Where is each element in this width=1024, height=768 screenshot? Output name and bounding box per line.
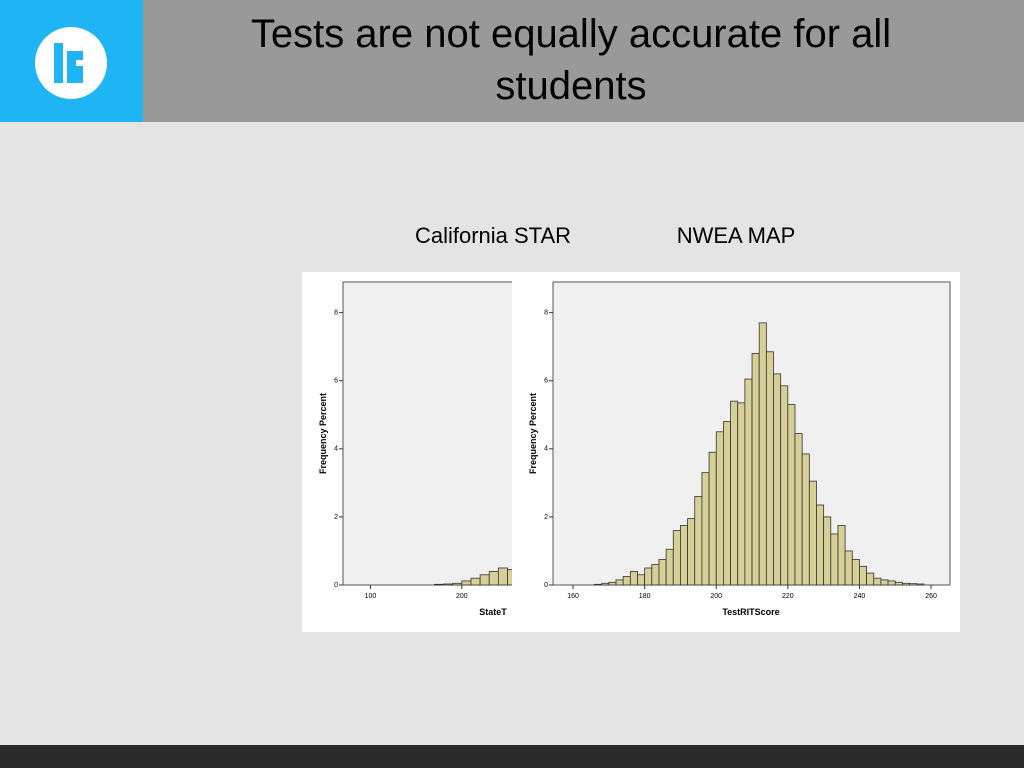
slide-title: Tests are not equally accurate for all s… [250, 12, 892, 108]
bar [608, 581, 617, 586]
bar [794, 433, 803, 586]
bar [901, 582, 910, 586]
x-tick-label: 260 [925, 593, 937, 600]
chart-title: California STAR [415, 223, 571, 248]
bar [801, 453, 810, 586]
y-tick-label: 4 [544, 446, 548, 453]
y-tick-label: 8 [544, 309, 548, 316]
bar [873, 577, 882, 586]
bar [479, 574, 490, 586]
bar [665, 548, 674, 586]
bar [808, 480, 817, 586]
x-tick-label: 160 [567, 593, 579, 600]
bar [615, 579, 624, 586]
bar [672, 530, 681, 586]
header-bar [0, 0, 1024, 122]
bar [880, 579, 889, 586]
bar [844, 550, 853, 586]
logo-stroke [54, 43, 63, 83]
y-tick-label: 2 [544, 514, 548, 521]
chart-title: NWEA MAP [677, 223, 796, 248]
x-axis-label: StateT [479, 607, 507, 617]
bar [622, 576, 631, 586]
bar [687, 518, 696, 586]
y-tick-label: 6 [544, 378, 548, 385]
y-tick-label: 0 [334, 582, 338, 589]
bar [708, 451, 717, 586]
y-tick-label: 8 [334, 309, 338, 316]
bar [461, 580, 472, 586]
bar [773, 373, 782, 586]
bar [830, 533, 839, 586]
bar [470, 577, 481, 586]
y-tick-label: 2 [334, 514, 338, 521]
bar [887, 580, 896, 586]
bar [644, 567, 653, 586]
bar [765, 351, 774, 586]
bar [701, 472, 710, 586]
bar [629, 570, 638, 586]
bar [651, 564, 660, 586]
logo-icon [35, 27, 107, 99]
bar [909, 583, 918, 586]
bar [837, 525, 846, 586]
bar [894, 581, 903, 586]
bar [780, 385, 789, 586]
bar [658, 559, 667, 586]
bar [680, 525, 689, 586]
bar [866, 572, 875, 586]
bar [715, 431, 724, 586]
bar [694, 496, 703, 586]
y-tick-label: 0 [544, 582, 548, 589]
bar [433, 583, 444, 586]
bar [859, 565, 867, 586]
y-tick-label: 4 [334, 446, 338, 453]
bar [730, 400, 739, 586]
bar [823, 516, 832, 586]
x-tick-label: 100 [365, 593, 377, 600]
bar [744, 378, 753, 586]
y-tick-label: 6 [334, 378, 338, 385]
bar [497, 567, 508, 586]
logo [0, 0, 143, 122]
logo-shape [67, 51, 83, 83]
x-tick-label: 240 [854, 593, 866, 600]
x-tick-label: 220 [782, 593, 794, 600]
bar [601, 582, 610, 586]
bar [452, 582, 463, 586]
bar [916, 583, 925, 586]
y-axis-label: Frequency Percent [528, 393, 538, 474]
y-axis-label: Frequency Percent [318, 393, 328, 474]
bar [816, 504, 825, 586]
bar [758, 322, 767, 586]
bar [787, 404, 796, 586]
bar [851, 559, 860, 586]
charts: 02468100200300StateTFrequency PercentCal… [302, 223, 960, 632]
x-tick-label: 200 [456, 593, 468, 600]
bar [443, 583, 454, 586]
bar [737, 402, 746, 586]
bar [488, 570, 499, 586]
x-tick-label: 200 [710, 593, 722, 600]
x-axis-label: TestRITScore [722, 607, 779, 617]
bar [751, 353, 760, 586]
footer-bar [0, 745, 1024, 768]
bar [594, 583, 603, 586]
bar [722, 421, 731, 586]
x-tick-label: 180 [639, 593, 651, 600]
bar [637, 574, 646, 586]
